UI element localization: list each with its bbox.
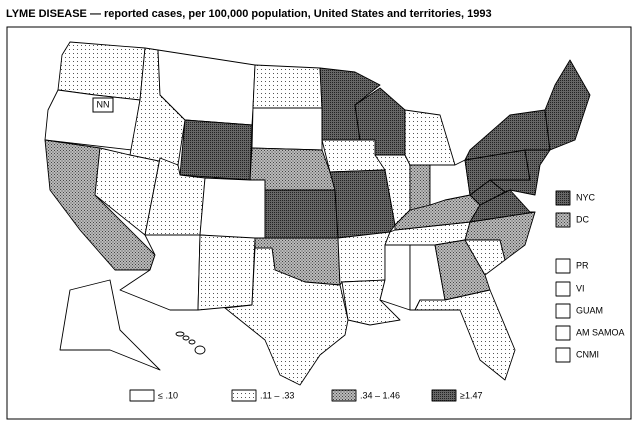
territory-box [555,212,571,228]
state [59,279,161,371]
state [414,289,516,381]
territory-box [555,281,571,297]
state [194,345,206,355]
state [409,164,431,211]
legend-label: .34 – 1.46 [360,390,400,400]
territory-label: PR [576,260,589,270]
state [188,339,196,345]
legend-label: ≤ .10 [158,390,178,400]
state [251,107,323,151]
nn-box [92,97,114,113]
state [179,119,253,181]
state [264,189,339,241]
state [252,64,323,109]
legend-label: ≥1.47 [460,390,482,400]
state [224,247,349,386]
territory-box [555,190,571,206]
state [469,189,536,223]
state [57,41,146,101]
legend-swatch [231,389,257,402]
legend-swatch [129,389,155,402]
state [337,231,391,286]
territory-box [555,258,571,274]
legend-label: .11 – .33 [260,390,294,400]
map-title: LYME DISEASE — reported cases, per 100,0… [6,8,492,20]
territory-box [555,347,571,363]
legend-swatch [331,389,357,402]
state [434,239,491,301]
territory-label: GUAM [576,305,603,315]
territory-box [555,303,571,319]
legend: ≤ .10 .11 – .33 .34 – 1.46 ≥1.47 [129,389,482,402]
frame [6,26,632,420]
legend-swatch [431,389,457,402]
state [199,177,266,241]
territory-box [555,325,571,341]
territory-label: CNMI [576,349,599,359]
state [489,149,551,196]
state [544,59,591,151]
state [197,234,256,311]
territory-label: NYC [576,192,596,202]
state [175,331,185,337]
territory-label: AM SAMOA [576,327,625,337]
states [44,41,591,386]
state [404,109,456,166]
state [329,169,396,239]
territories: NYC DC PR VI GUAM AM SAMOA CNMI [555,190,625,363]
territory-label: DC [576,214,589,224]
state [182,335,190,341]
territory-label: VI [576,283,585,293]
nn-label: NN [97,99,110,109]
